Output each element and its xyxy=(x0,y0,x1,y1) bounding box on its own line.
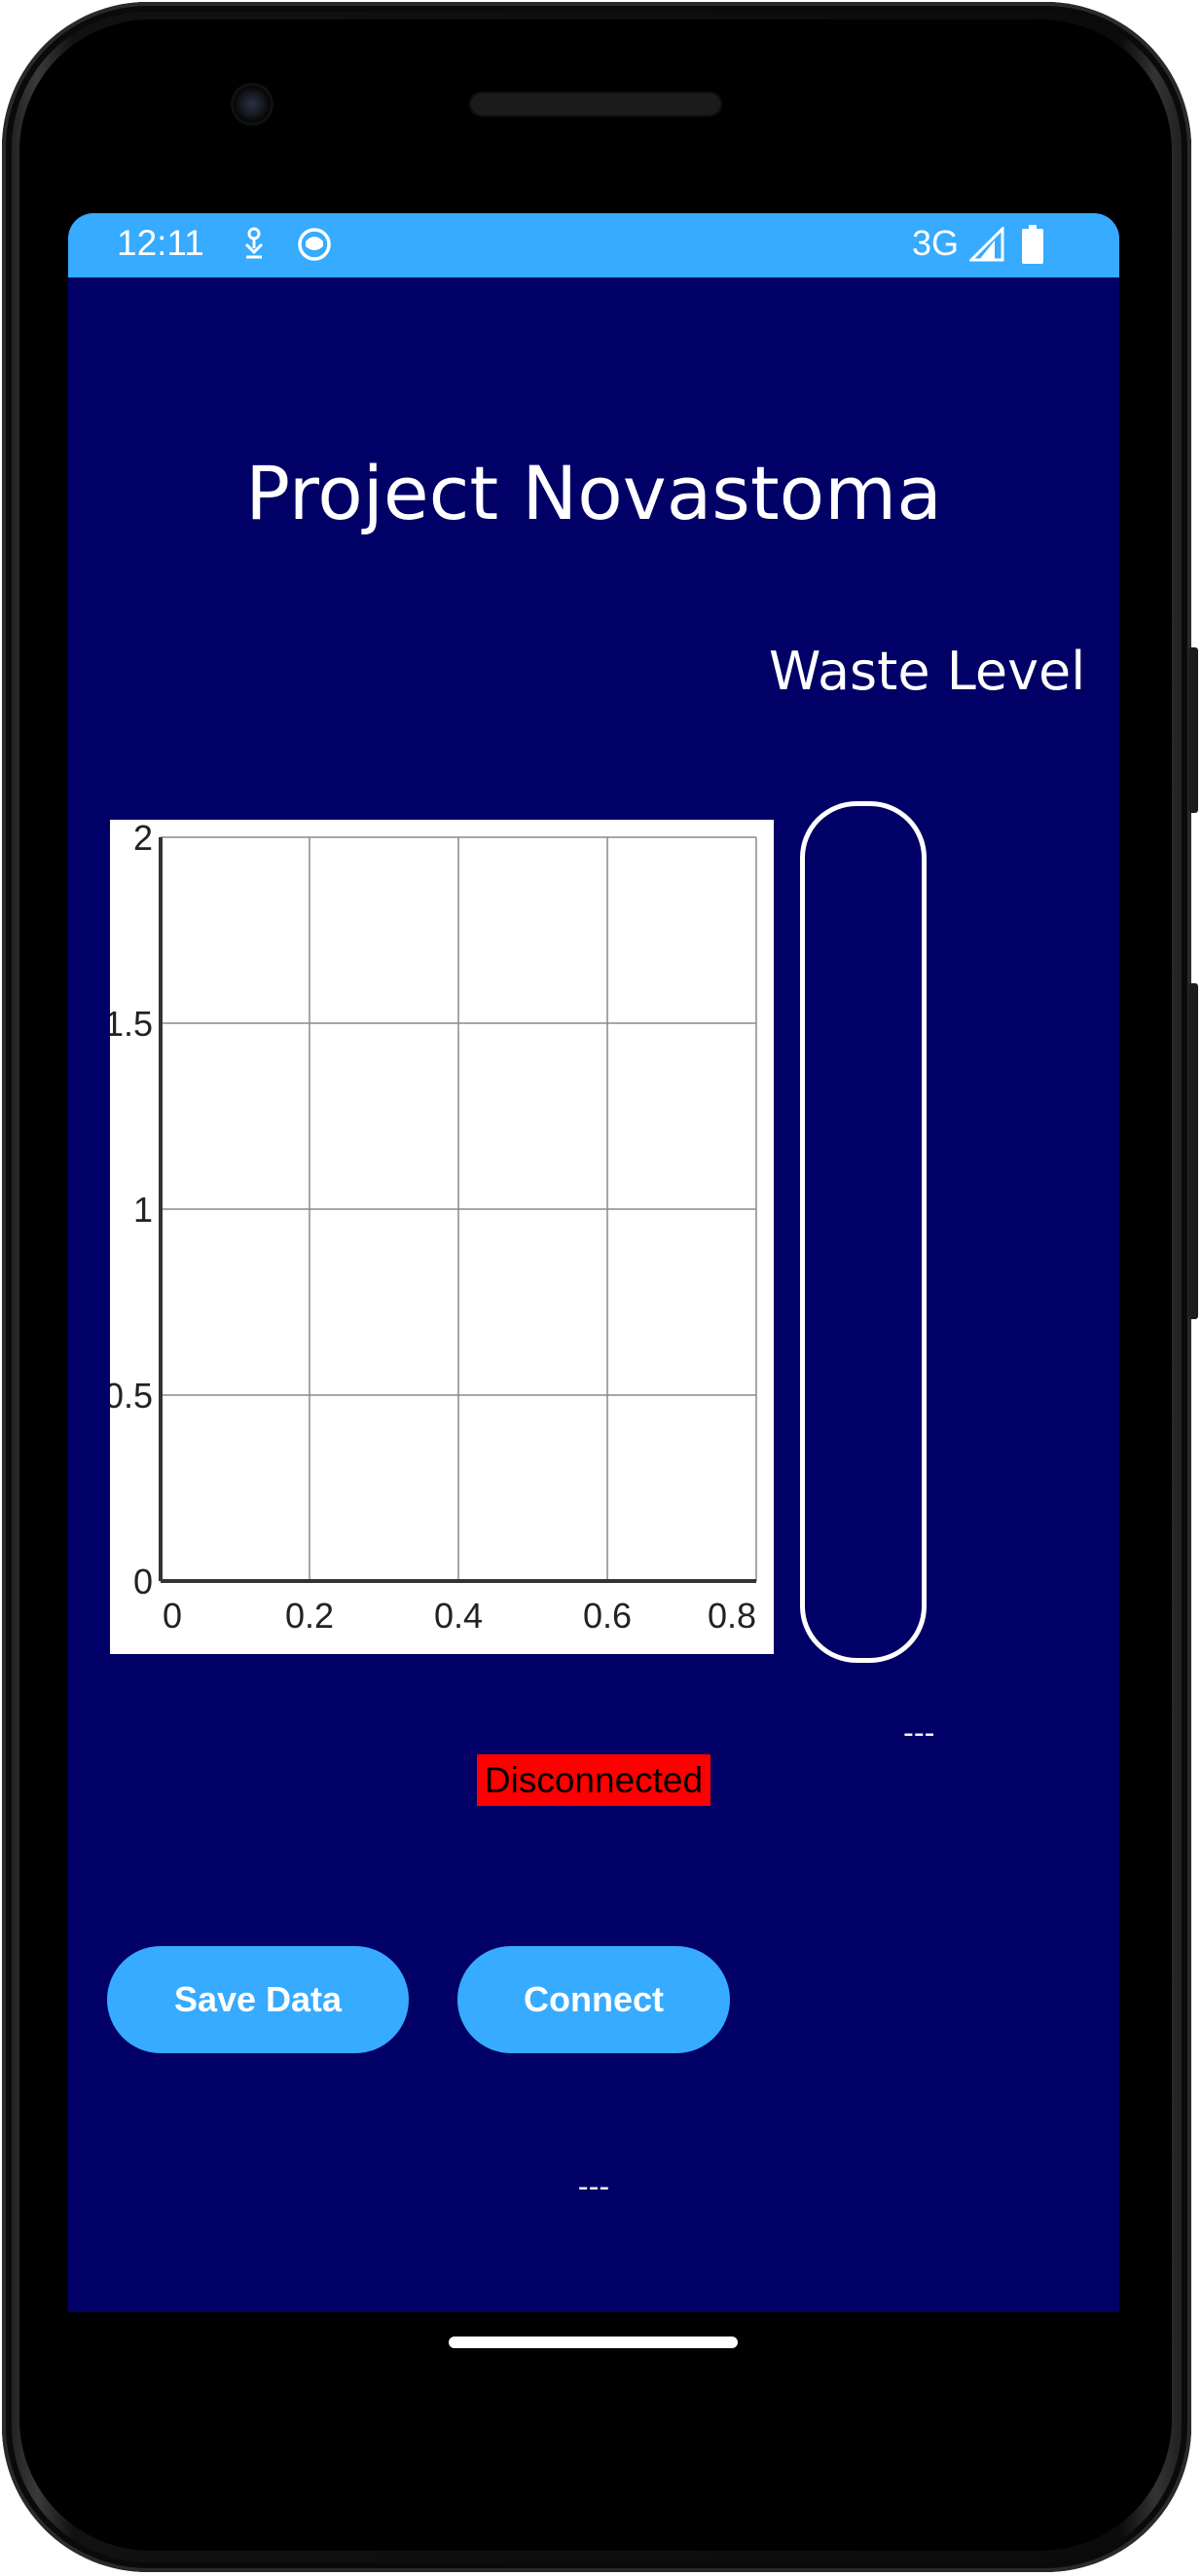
waste-level-gauge xyxy=(800,801,927,1663)
network-type: 3G xyxy=(912,223,960,263)
chart-y-tick-label: 0 xyxy=(133,1562,153,1601)
connect-button[interactable]: Connect xyxy=(457,1946,730,2053)
front-camera xyxy=(234,86,271,123)
connection-status-badge: Disconnected xyxy=(477,1754,710,1806)
chart-y-tick-label: 2 xyxy=(133,820,153,858)
waste-level-label: Waste Level xyxy=(769,641,1086,702)
power-button xyxy=(1188,983,1198,1319)
save-data-button[interactable]: Save Data xyxy=(107,1946,409,2053)
chart-svg: 0 0.2 0.4 0.6 0.8 0 0.5 1 1.5 2 xyxy=(110,820,757,1636)
chart-x-tick-label: 0.2 xyxy=(285,1596,334,1636)
status-time: 12:11 xyxy=(117,223,204,263)
page-title: Project Novastoma xyxy=(245,450,942,536)
volume-button xyxy=(1188,647,1198,813)
chart-x-tick-label: 0.4 xyxy=(434,1596,483,1636)
home-indicator[interactable] xyxy=(449,2337,738,2348)
sensor-chart: 0 0.2 0.4 0.6 0.8 0 0.5 1 1.5 2 xyxy=(110,820,774,1654)
waste-level-reading: --- xyxy=(903,1716,935,1750)
earpiece-speaker xyxy=(469,92,722,117)
chart-x-tick-label: 0.6 xyxy=(583,1596,632,1636)
download-notification-icon xyxy=(241,227,267,264)
app-screen: 12:11 3G xyxy=(68,213,1119,2312)
data-readout: --- xyxy=(577,2170,610,2204)
battery-icon xyxy=(1022,225,1043,268)
chart-y-tick-label: 1 xyxy=(133,1190,153,1230)
chart-x-tick-label: 0.8 xyxy=(708,1596,756,1636)
status-bar: 12:11 3G xyxy=(68,213,1119,277)
signal-icon xyxy=(967,225,1004,266)
chart-x-tick-label: 0 xyxy=(163,1596,182,1636)
chart-y-tick-label: 1.5 xyxy=(110,1004,153,1044)
app-notification-icon xyxy=(297,227,332,266)
chart-y-tick-label: 0.5 xyxy=(110,1376,153,1416)
